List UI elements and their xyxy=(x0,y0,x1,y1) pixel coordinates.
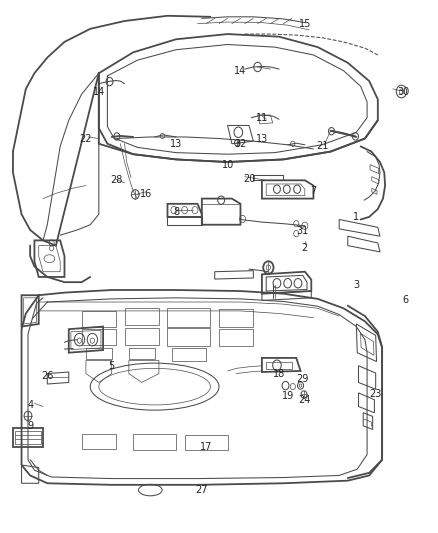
Text: 20: 20 xyxy=(243,174,255,184)
Text: 15: 15 xyxy=(299,19,311,29)
Text: 29: 29 xyxy=(297,374,309,384)
Text: 13: 13 xyxy=(170,139,182,149)
Text: 16: 16 xyxy=(140,189,152,199)
Text: 5: 5 xyxy=(109,361,115,371)
Text: 6: 6 xyxy=(403,295,409,305)
Text: 8: 8 xyxy=(173,207,179,216)
Text: 2: 2 xyxy=(302,243,308,253)
Text: 9: 9 xyxy=(27,421,33,431)
Text: 32: 32 xyxy=(234,139,247,149)
Text: 30: 30 xyxy=(397,86,410,96)
Text: 31: 31 xyxy=(297,226,309,236)
Text: 13: 13 xyxy=(256,134,268,143)
Text: 14: 14 xyxy=(93,86,105,96)
Text: 19: 19 xyxy=(282,391,294,401)
Text: 10: 10 xyxy=(222,160,234,169)
Text: 17: 17 xyxy=(200,442,212,451)
Text: 4: 4 xyxy=(27,400,33,410)
Text: 3: 3 xyxy=(353,280,360,290)
Text: 11: 11 xyxy=(256,112,268,123)
Text: 22: 22 xyxy=(80,134,92,143)
Text: 18: 18 xyxy=(273,369,285,378)
Text: 7: 7 xyxy=(310,186,317,196)
Text: 1: 1 xyxy=(353,212,360,222)
Text: 23: 23 xyxy=(370,390,382,399)
Text: 21: 21 xyxy=(316,141,328,151)
Text: 14: 14 xyxy=(234,66,247,76)
Text: 27: 27 xyxy=(196,485,208,495)
Text: 24: 24 xyxy=(299,395,311,405)
Text: 28: 28 xyxy=(110,175,122,185)
Text: 26: 26 xyxy=(41,371,53,381)
